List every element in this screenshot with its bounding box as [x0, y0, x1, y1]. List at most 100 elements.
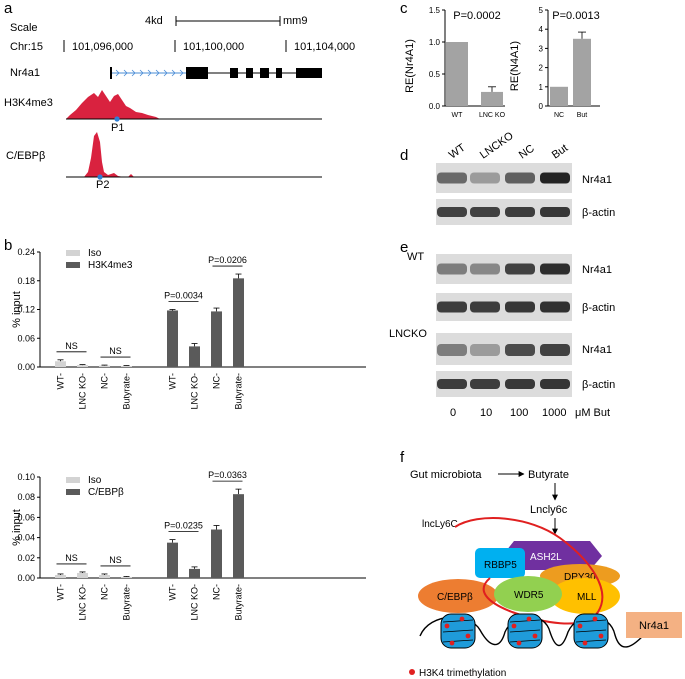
blot-band: [540, 172, 570, 184]
scale-value: 4kd: [145, 15, 163, 27]
blot-band: [437, 344, 467, 356]
blot-band: [470, 379, 500, 389]
y-tick-label: 2: [539, 64, 544, 73]
h3k4me3-peak: [66, 90, 160, 119]
legend-label: C/EBPβ: [88, 487, 124, 498]
blot-d-nr4a1-bands: [437, 172, 570, 184]
y-tick-label: 0.12: [17, 305, 35, 315]
chart-c-left: 0.0 0.5 1.0 1.5 RE(Nr4A1) WT LNC KO P=0.0002: [404, 6, 506, 119]
blot-e-ko-nr4a1-bands: [437, 344, 570, 356]
track-label-h3k4me3: H3K4me3: [4, 97, 53, 109]
blot-band: [540, 344, 570, 356]
blot-band: [437, 207, 467, 217]
lane-label-1: WT: [447, 142, 468, 162]
coord-1: 101,096,000: [72, 41, 133, 53]
blot-band: [470, 207, 500, 217]
dose-1: 0: [450, 407, 456, 419]
chart-b-bottom: 0.00 0.02 0.04 0.06 0.08 0.10 % input WT- LNC KO…: [11, 470, 366, 621]
lane-label-3: NC: [517, 142, 537, 161]
legend-h3k4-dot: [409, 669, 415, 675]
group-label-wt: WT: [407, 251, 424, 263]
blot-band: [437, 301, 467, 313]
p-value-label: P=0.0002: [453, 10, 500, 22]
legend-label: H3K4me3: [88, 260, 133, 271]
legend-label: Iso: [88, 475, 102, 486]
protein-ash2l: [502, 541, 602, 570]
significance-label: P=0.0363: [208, 470, 247, 480]
blot-band: [505, 301, 535, 313]
bar: [446, 42, 468, 106]
panel-label-c: c: [400, 0, 408, 17]
group-label-lncko: LNCKO: [389, 328, 427, 340]
blot-band: [470, 172, 500, 184]
gene-model: [110, 67, 322, 79]
bar: [121, 576, 132, 578]
x-tick-label: LNC KO-: [78, 584, 88, 621]
bar: [481, 91, 503, 106]
panel-label-a: a: [4, 0, 13, 17]
y-axis-label: % input: [11, 291, 23, 328]
legend-swatch: [66, 477, 80, 483]
x-tick-label: WT-: [168, 584, 178, 601]
blot-band: [470, 263, 500, 275]
blot-e-ko-actin-bands: [437, 379, 570, 389]
lncly6c-rna: [454, 517, 604, 625]
x-tick-label: LNC KO-: [190, 584, 200, 621]
lane-label-2: LNCKO: [478, 130, 516, 162]
y-tick-label: 0.06: [17, 512, 35, 522]
y-axis-label: RE(Nr4A1): [404, 39, 416, 93]
chr-label: Chr:15: [10, 41, 43, 53]
panel-a-genome-browser: Scale 4kd mm9 Chr:15 101,096,000 101,100…: [4, 15, 355, 191]
blot-d-label-nr4a1: Nr4a1: [582, 174, 612, 186]
x-tick-label: LNC KO-: [78, 373, 88, 410]
y-tick-label: 0.5: [429, 70, 441, 79]
bar: [167, 542, 178, 578]
bar: [189, 568, 200, 578]
protein-mll: [550, 578, 620, 614]
nucleosome-2: [507, 613, 543, 649]
y-tick-label: 5: [539, 6, 544, 15]
panel-d-western-blot: WT LNCKO NC But Nr4a1 β-actin: [436, 130, 615, 225]
bar: [573, 38, 591, 106]
x-tick-label: Butyrate-: [234, 584, 244, 621]
panel-f-model: Gut microbiota Butyrate Lncly6c lncLy6C …: [409, 469, 682, 679]
blot-band: [540, 263, 570, 275]
blot-band: [437, 379, 467, 389]
label-mll: MLL: [577, 592, 597, 603]
legend-label: Iso: [88, 248, 102, 259]
blot-e-wt-actin-bands: [437, 301, 570, 313]
legend-swatch: [66, 489, 80, 495]
panel-e-western-blot: WT Nr4a1 β-actin LNCKO Nr4a1 β-actin 0 1…: [389, 251, 615, 419]
bar: [233, 494, 244, 578]
bar: [55, 361, 66, 367]
bar: [99, 574, 110, 578]
blot-band: [437, 263, 467, 275]
label-rbbp5: RBBP5: [484, 560, 517, 571]
track-label-cebpb: C/EBPβ: [6, 150, 45, 162]
p1-label: P1: [111, 122, 124, 134]
panel-label-d: d: [400, 147, 408, 164]
bar: [211, 529, 222, 578]
label-wdr5: WDR5: [514, 590, 544, 601]
label-ash2l: ASH2L: [530, 552, 562, 563]
significance-label: NS: [65, 553, 78, 563]
bar: [77, 365, 88, 367]
y-tick-label: 0.0: [429, 102, 441, 111]
y-tick-label: 3: [539, 44, 544, 53]
y-axis-label: RE(N4A1): [509, 41, 521, 91]
protein-rbbp5: [475, 548, 525, 578]
blot-d-label-actin: β-actin: [582, 207, 615, 219]
p2-marker: [97, 174, 103, 180]
blot-band: [505, 379, 535, 389]
protein-wdr5: [494, 576, 562, 612]
x-tick-label: NC: [554, 112, 564, 119]
x-tick-label: NC-: [212, 584, 222, 600]
x-tick-label: WT-: [56, 584, 66, 601]
y-tick-label: 0.08: [17, 492, 35, 502]
x-tick-label: NC-: [100, 584, 110, 600]
blot-e-label-nr4a1-2: Nr4a1: [582, 344, 612, 356]
nucleosome-3: [573, 613, 609, 649]
blot-e-wt-nr4a1-bands: [437, 263, 570, 275]
panel-label-e: e: [400, 239, 408, 256]
